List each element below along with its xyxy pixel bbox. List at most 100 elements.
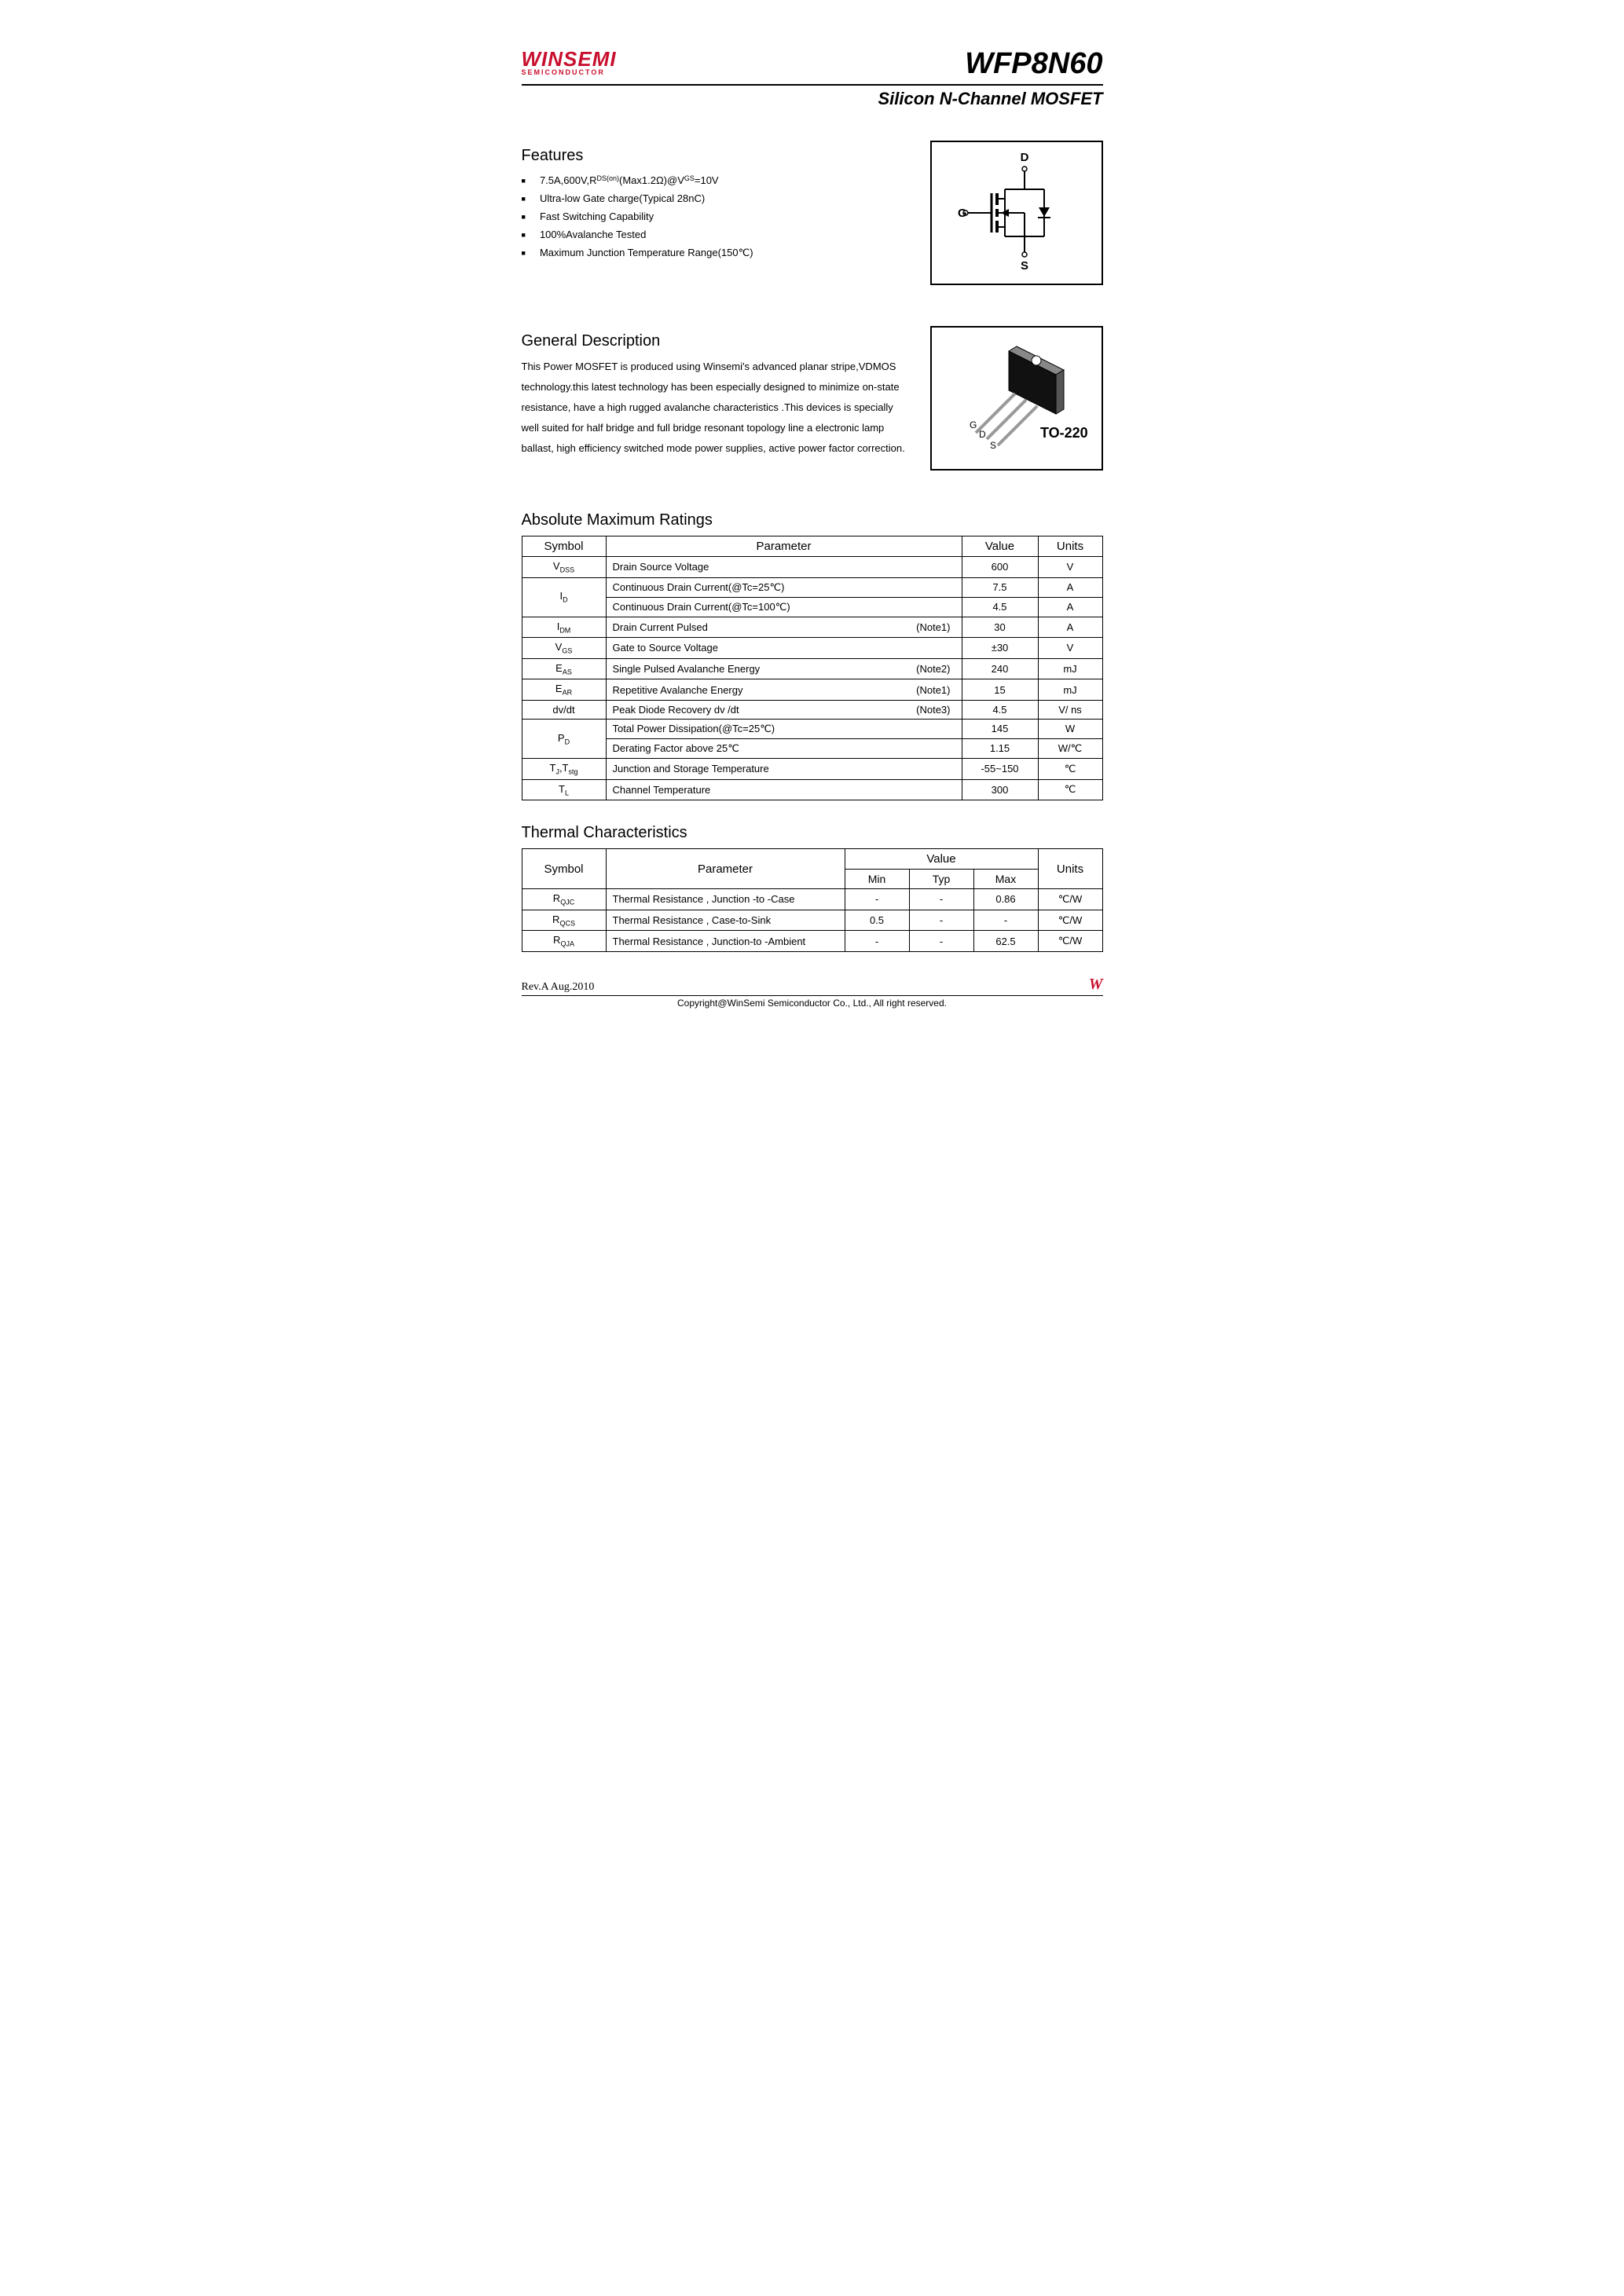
- table-row: EASSingle Pulsed Avalanche Energy(Note2)…: [522, 658, 1102, 679]
- table-row: RQJCThermal Resistance , Junction -to -C…: [522, 889, 1102, 910]
- features-heading: Features: [522, 147, 907, 165]
- revision-text: Rev.A Aug.2010: [522, 981, 595, 994]
- cell-value: 15: [962, 679, 1038, 701]
- cell-symbol: VGS: [522, 638, 606, 659]
- company-logo: WINSEMI SEMICONDUCTOR: [522, 47, 617, 76]
- cell-min: 0.5: [845, 910, 909, 931]
- cell-parameter: Single Pulsed Avalanche Energy(Note2): [606, 658, 962, 679]
- th-min: Min: [845, 870, 909, 889]
- cell-parameter: Drain Source Voltage: [606, 557, 962, 578]
- cell-units: ℃: [1038, 779, 1102, 800]
- cell-min: -: [845, 931, 909, 952]
- cell-max: 62.5: [973, 931, 1038, 952]
- schematic-diagram: D: [930, 141, 1103, 285]
- cell-symbol: IDM: [522, 617, 606, 638]
- cell-units: V: [1038, 557, 1102, 578]
- table-row: PDTotal Power Dissipation(@Tc=25℃)145W: [522, 719, 1102, 738]
- copyright-text: Copyright@WinSemi Semiconductor Co., Ltd…: [522, 998, 1103, 1009]
- cell-units: A: [1038, 597, 1102, 617]
- th-symbol: Symbol: [522, 536, 606, 557]
- table-row: TJ,TstgJunction and Storage Temperature-…: [522, 758, 1102, 779]
- table-row: VGSGate to Source Voltage±30V: [522, 638, 1102, 659]
- cell-value: 1.15: [962, 738, 1038, 758]
- cell-units: V: [1038, 638, 1102, 659]
- cell-parameter: Junction and Storage Temperature: [606, 758, 962, 779]
- cell-typ: -: [909, 931, 973, 952]
- table-row: dv/dtPeak Diode Recovery dv /dt(Note3)4.…: [522, 700, 1102, 719]
- table-row: EARRepetitive Avalanche Energy(Note1)15m…: [522, 679, 1102, 701]
- cell-max: 0.86: [973, 889, 1038, 910]
- page-header: WINSEMI SEMICONDUCTOR WFP8N60: [522, 47, 1103, 86]
- cell-value: -55~150: [962, 758, 1038, 779]
- thermal-table: Symbol Parameter Value Units Min Typ Max…: [522, 848, 1103, 952]
- cell-units: ℃/W: [1038, 910, 1102, 931]
- th-units: Units: [1038, 849, 1102, 889]
- cell-symbol: TL: [522, 779, 606, 800]
- table-row: TLChannel Temperature300℃: [522, 779, 1102, 800]
- cell-symbol: RQJC: [522, 889, 606, 910]
- cell-symbol: PD: [522, 719, 606, 758]
- feature-item: Maximum Junction Temperature Range(150℃): [522, 244, 907, 262]
- th-value: Value: [845, 849, 1038, 870]
- feature-item: 100%Avalanche Tested: [522, 225, 907, 244]
- table-row: RQJAThermal Resistance , Junction-to -Am…: [522, 931, 1102, 952]
- pkg-pin-d: D: [979, 429, 986, 440]
- cell-parameter: Drain Current Pulsed(Note1): [606, 617, 962, 638]
- cell-symbol: RQJA: [522, 931, 606, 952]
- cell-units: V/ ns: [1038, 700, 1102, 719]
- cell-value: 145: [962, 719, 1038, 738]
- cell-parameter: Thermal Resistance , Junction-to -Ambien…: [606, 931, 845, 952]
- cell-units: ℃/W: [1038, 889, 1102, 910]
- cell-parameter: Gate to Source Voltage: [606, 638, 962, 659]
- cell-max: -: [973, 910, 1038, 931]
- cell-parameter: Continuous Drain Current(@Tc=25℃): [606, 577, 962, 597]
- table-row: IDContinuous Drain Current(@Tc=25℃)7.5A: [522, 577, 1102, 597]
- cell-parameter: Total Power Dissipation(@Tc=25℃): [606, 719, 962, 738]
- cell-parameter: Thermal Resistance , Junction -to -Case: [606, 889, 845, 910]
- logo-text-sub: SEMICONDUCTOR: [522, 68, 617, 76]
- cell-symbol: TJ,Tstg: [522, 758, 606, 779]
- cell-symbol: EAS: [522, 658, 606, 679]
- cell-value: 4.5: [962, 700, 1038, 719]
- cell-symbol: dv/dt: [522, 700, 606, 719]
- cell-units: mJ: [1038, 658, 1102, 679]
- cell-symbol: VDSS: [522, 557, 606, 578]
- cell-units: ℃: [1038, 758, 1102, 779]
- cell-units: ℃/W: [1038, 931, 1102, 952]
- pkg-pin-g: G: [970, 419, 977, 430]
- th-symbol: Symbol: [522, 849, 606, 889]
- page-footer: Rev.A Aug.2010 W: [522, 976, 1103, 996]
- th-max: Max: [973, 870, 1038, 889]
- cell-parameter: Continuous Drain Current(@Tc=100℃): [606, 597, 962, 617]
- cell-min: -: [845, 889, 909, 910]
- th-value: Value: [962, 536, 1038, 557]
- cell-typ: -: [909, 910, 973, 931]
- cell-units: W/℃: [1038, 738, 1102, 758]
- cell-parameter: Thermal Resistance , Case-to-Sink: [606, 910, 845, 931]
- cell-value: ±30: [962, 638, 1038, 659]
- pin-s-label: S: [1020, 259, 1028, 273]
- thermal-heading: Thermal Characteristics: [522, 824, 1103, 842]
- pin-g-label: G: [958, 207, 967, 220]
- part-number: WFP8N60: [965, 47, 1102, 81]
- cell-value: 7.5: [962, 577, 1038, 597]
- cell-units: mJ: [1038, 679, 1102, 701]
- table-row: IDMDrain Current Pulsed(Note1)30A: [522, 617, 1102, 638]
- pkg-pin-s: S: [990, 440, 996, 451]
- cell-value: 300: [962, 779, 1038, 800]
- document-subtitle: Silicon N-Channel MOSFET: [522, 89, 1103, 109]
- cell-parameter: Derating Factor above 25℃: [606, 738, 962, 758]
- th-typ: Typ: [909, 870, 973, 889]
- table-row: Derating Factor above 25℃1.15W/℃: [522, 738, 1102, 758]
- th-units: Units: [1038, 536, 1102, 557]
- th-parameter: Parameter: [606, 849, 845, 889]
- cell-typ: -: [909, 889, 973, 910]
- th-parameter: Parameter: [606, 536, 962, 557]
- table-row: VDSSDrain Source Voltage600V: [522, 557, 1102, 578]
- description-heading: General Description: [522, 332, 907, 350]
- package-label: TO-220: [1040, 425, 1088, 441]
- cell-value: 4.5: [962, 597, 1038, 617]
- cell-value: 600: [962, 557, 1038, 578]
- cell-parameter: Peak Diode Recovery dv /dt(Note3): [606, 700, 962, 719]
- cell-symbol: EAR: [522, 679, 606, 701]
